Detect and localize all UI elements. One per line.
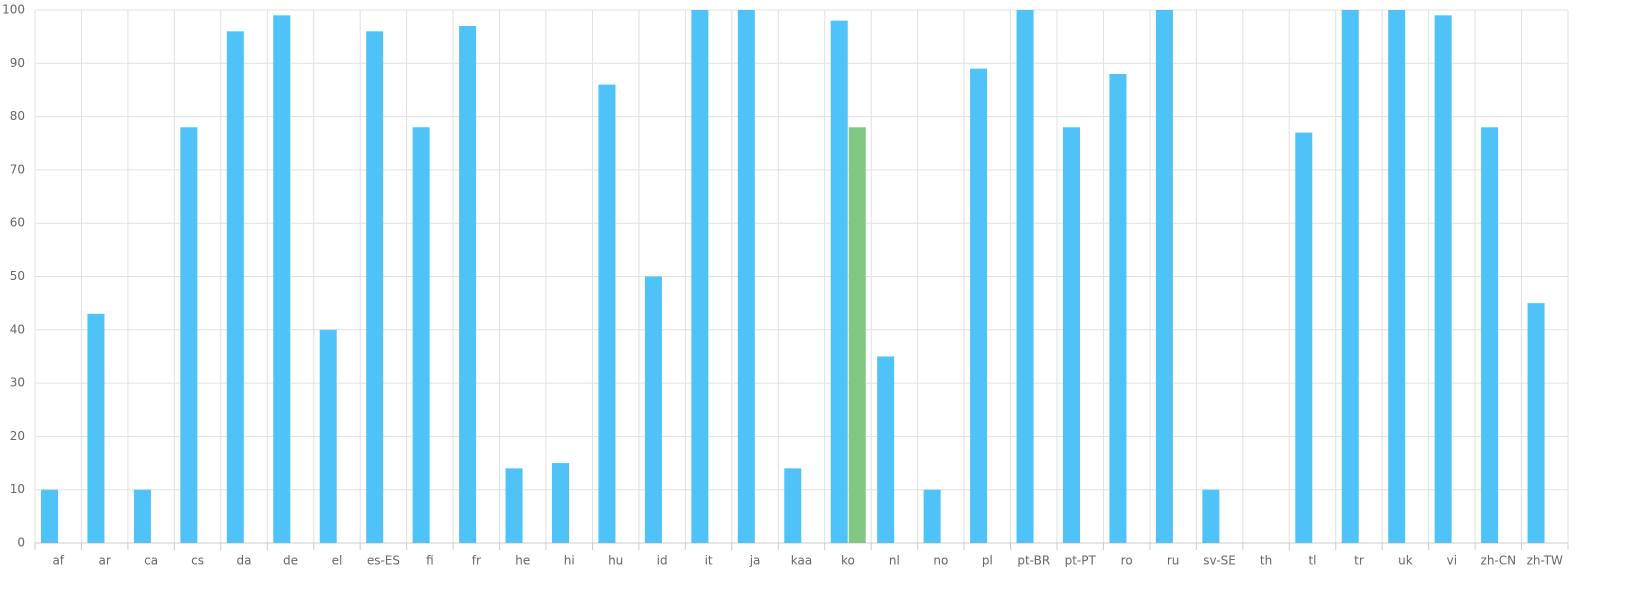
x-tick-label: ar [99,554,111,568]
y-tick-label: 70 [10,162,25,176]
x-tick-label: fi [426,554,434,568]
x-tick-label: pt-PT [1065,554,1097,568]
x-tick-label: tl [1308,554,1316,568]
y-tick-label: 60 [10,216,25,230]
bar [412,127,430,543]
bar [848,127,866,543]
bar [923,489,941,543]
y-tick-label: 20 [10,429,25,443]
x-tick-label: tr [1354,554,1364,568]
x-tick-label: cs [191,554,204,568]
y-tick-label: 30 [10,376,25,390]
x-tick-label: vi [1447,554,1457,568]
bar [1016,10,1034,543]
bar [87,313,105,543]
bar [366,31,384,543]
x-tick-label: ca [144,554,158,568]
bar [691,10,709,543]
x-tick-label: ru [1167,554,1180,568]
bar [970,68,988,543]
x-tick-label: pt-BR [1017,554,1050,568]
x-tick-label: nl [889,554,900,568]
bar [226,31,244,543]
bar [598,84,616,544]
x-tick-label: uk [1398,554,1413,568]
x-tick-label: zh-TW [1527,554,1563,568]
bar [830,20,848,544]
x-tick-label: th [1260,554,1272,568]
x-tick-label: he [515,554,530,568]
bar [1155,10,1173,543]
bar [459,25,477,544]
x-tick-label: af [52,554,64,568]
bar [1109,73,1127,544]
bar [1341,10,1359,543]
bar [1063,127,1080,543]
bar [737,10,755,543]
x-tick-label: de [283,554,298,568]
x-tick-label: ro [1121,554,1133,568]
bar [1388,10,1406,543]
x-tick-label: id [657,554,668,568]
bar [1434,15,1452,543]
x-tick-label: ja [749,554,761,568]
y-tick-label: 40 [10,322,25,336]
bar [1527,303,1545,543]
x-tick-label: hu [608,554,623,568]
x-tick-label: el [332,554,343,568]
bar [273,15,291,543]
y-tick-label: 100 [2,3,25,17]
x-tick-label: hi [564,554,575,568]
x-tick-label: es-ES [367,554,400,568]
x-tick-label: pl [982,554,993,568]
x-tick-label: no [933,554,948,568]
bar [1481,127,1499,543]
x-tick-label: zh-CN [1481,554,1517,568]
bar [41,489,58,543]
bar [877,356,895,543]
bar [319,329,337,543]
x-tick-label: kaa [791,554,812,568]
bar [644,276,662,543]
bar [784,468,802,543]
bar [505,468,523,543]
x-tick-label: it [705,554,713,568]
y-tick-label: 0 [17,536,25,550]
y-tick-label: 50 [10,269,25,283]
bar [552,463,569,543]
y-tick-label: 80 [10,109,25,123]
y-tick-label: 90 [10,56,25,70]
bar [1202,489,1220,543]
x-tick-label: fr [472,554,481,568]
x-tick-label: ko [841,554,855,568]
bar [1295,132,1313,543]
x-tick-label: da [237,554,252,568]
bar [180,127,198,543]
x-tick-label: sv-SE [1203,554,1236,568]
bar [133,489,151,543]
y-tick-label: 10 [10,482,25,496]
